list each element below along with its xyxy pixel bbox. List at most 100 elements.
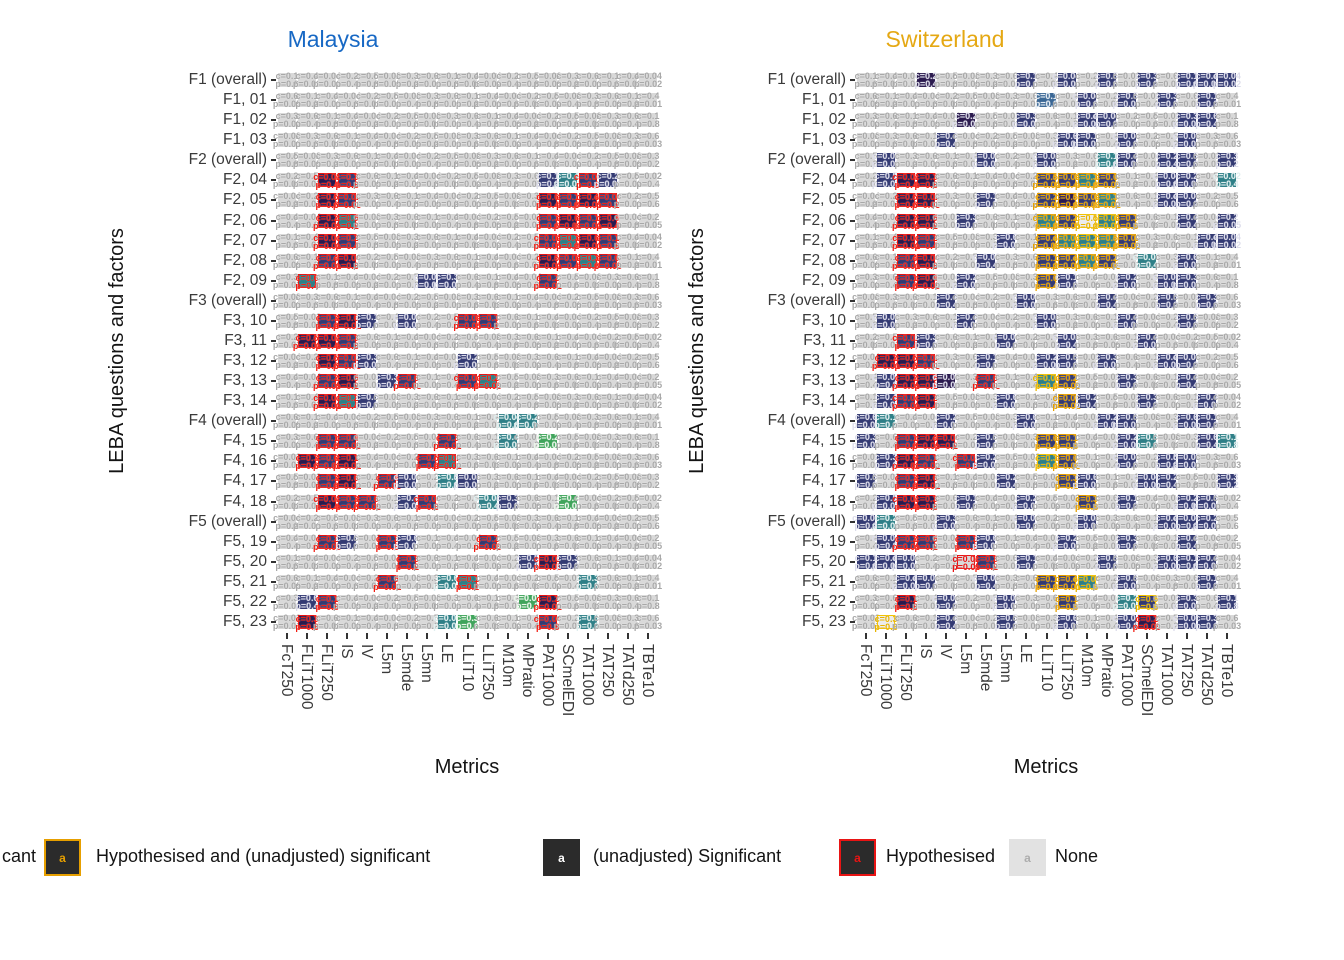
cell-c-value: c=0.4 (895, 92, 918, 100)
heatmap-cell-fill: c=0.1 p=0.02 (1078, 294, 1096, 308)
heatmap-cell-fill: c=0.4 p=0.01 (479, 575, 497, 589)
heatmap-cell: c=0.3 p=0.2 (558, 552, 578, 572)
heatmap-cell: c=0.4 p=0.05 (1157, 512, 1177, 532)
heatmap-cell-fill: c=0.04 p=0.2 (358, 434, 376, 448)
cell-p-value: p=0.8 (1075, 503, 1098, 511)
cell-c-value: c=0.6 (396, 534, 419, 542)
cell-c-value: c=0.2 (1196, 192, 1219, 200)
cell-c-value: c=0.2 (915, 554, 938, 562)
cell-c-value: c=0.4 (955, 152, 978, 160)
heatmap-cell-fill: c=0.3 p=0.8 (418, 93, 436, 107)
heatmap-cell-fill: c=0.02 p=0.4 (977, 575, 995, 589)
cell-c-value: c=0.3 (975, 393, 998, 401)
x-axis-label: PAT1000 (1117, 644, 1135, 706)
cell-p-value: p=0.6 (596, 242, 619, 250)
heatmap-cell-fill: c=0.04 p=0.2 (519, 113, 537, 127)
cell-c-value: c=0.1 (436, 233, 459, 241)
cell-c-value: c=0.5 (456, 333, 479, 341)
heatmap-cell: c=0.5 p=0.2 (417, 612, 437, 632)
heatmap-cell-fill: c=0.6 p=0.01 (499, 474, 517, 488)
cell-c-value: c=0.4 (915, 434, 938, 442)
heatmap-cell: c=0.5 p=0.2 (1077, 371, 1097, 391)
cell-c-value: c=0.1 (316, 273, 339, 281)
heatmap-cell: c=0.04 p=0.2 (437, 512, 457, 532)
heatmap-cell: c=0.5 p=0.6 (478, 351, 498, 371)
cell-c-value: c=0.4 (935, 453, 958, 461)
cell-c-value: c=0.3 (1216, 152, 1239, 160)
heatmap-cell: c=0.02 p=0.4 (397, 411, 417, 431)
cell-p-value: p=0.6 (496, 100, 519, 108)
cell-p-value: p=0.2 (596, 522, 619, 530)
cell-p-value: p=0.6 (1155, 341, 1178, 349)
cell-p-value: p=0.4 (275, 542, 298, 550)
cell-p-value: p=0.2 (1155, 301, 1178, 309)
heatmap-cell: c=0.2 p=0.01 (1036, 351, 1056, 371)
cell-c-value: c=0.1 (855, 233, 878, 241)
heatmap-cell-fill: c=0.04 p=0.6 (499, 414, 517, 428)
cell-c-value: c=0.6 (935, 494, 958, 502)
x-axis-tick (985, 633, 987, 639)
heatmap-cell-fill: c=0.1 p=0.2 (957, 173, 975, 187)
cell-p-value: p=0.2 (516, 281, 539, 289)
heatmap-cell: c=0.02 p=0.4 (558, 251, 578, 271)
cell-p-value: p=0.8 (995, 421, 1018, 429)
heatmap-cell: c=0.1 p=0.6 (1016, 70, 1036, 90)
heatmap-cell: c=0.02 p=0.03 (1157, 271, 1177, 291)
cell-p-value: p=0.2 (1015, 200, 1038, 208)
heatmap-cell-fill: c=0.04 p=0.2 (358, 113, 376, 127)
cell-c-value: c=0.3 (975, 233, 998, 241)
heatmap-cell-fill: c=0.6 p=0.03 (318, 133, 336, 147)
cell-c-value: c=0.6 (556, 534, 579, 542)
heatmap-cell: c=0.1 p=0.6 (357, 150, 377, 170)
heatmap-cell: c=0.1 p=0.2 (876, 572, 896, 592)
cell-p-value: p=0.6 (476, 200, 499, 208)
heatmap-cell-fill: c=0.4 p=0.05 (418, 515, 436, 529)
heatmap-cell-fill: c=0.1 p=0.2 (539, 173, 557, 187)
y-axis-label: F3, 12 (686, 351, 846, 371)
heatmap-cell-fill: c=0.1 p=0.6 (358, 153, 376, 167)
heatmap-cell-fill: c=0.1 p=0.2 (298, 93, 316, 107)
heatmap-cell-fill: c=0.2 p=0.03 (937, 575, 955, 589)
heatmap-cell-fill: c=0.3 p=0.2 (398, 73, 416, 87)
heatmap-cell-fill: c=0.02 p=0.4 (1058, 334, 1076, 348)
legend-key-unadj-significant: a (543, 839, 580, 876)
heatmap-cell: c=0.1 p=0.6 (936, 311, 956, 331)
heatmap-cell-fill: c=0.04 p=0.02 (1138, 314, 1156, 328)
heatmap-cell-fill: c=0.1 p=0.02 (997, 374, 1015, 388)
heatmap-cell-fill: c=0.6 p=0.03 (977, 214, 995, 228)
heatmap-cell-fill: c=0.04 p=0.6 (338, 575, 356, 589)
heatmap-cell: c=0.6 p=0.05 (1097, 331, 1117, 351)
heatmap-cell: c=0.2 p=0.03 (437, 492, 457, 512)
cell-c-value: c=0.1 (456, 253, 479, 261)
heatmap-cell: c=0.6 p=0.4 (876, 431, 896, 451)
heatmap-cell: c=0.2 p=0.05 (317, 532, 337, 552)
y-axis-tick (271, 480, 276, 482)
heatmap-cell: c=0.5 p=0.02 (538, 251, 558, 271)
heatmap-cell: c=0.02 p=0.01 (277, 291, 297, 311)
x-axis-label: FcT250 (277, 644, 295, 697)
cell-c-value: c=0.6 (855, 574, 878, 582)
cell-p-value: p=0.8 (1215, 281, 1238, 289)
cell-c-value: c=0.6 (1035, 434, 1058, 442)
heatmap-cell-fill: c=0.3 p=0.02 (937, 354, 955, 368)
heatmap-cell: c=0.02 p=0.05 (618, 150, 638, 170)
heatmap-cell-fill: c=0.3 p=0.8 (338, 334, 356, 348)
heatmap-cell-fill: c=0.1 p=0.8 (398, 515, 416, 529)
heatmap-cell: c=0.3 p=0.2 (1057, 311, 1077, 331)
heatmap-cell-fill: c=0.04 p=0.8 (378, 615, 396, 629)
cell-p-value: p=0.2 (536, 502, 559, 510)
cell-p-value: p=0.2 (416, 140, 439, 148)
cell-c-value: c=0.1 (356, 152, 379, 160)
cell-c-value: c=0.6 (296, 433, 319, 441)
heatmap-cell: c=0.2 p=0.03 (1097, 90, 1117, 110)
heatmap-cell-fill: c=0.04 p=0.2 (1098, 274, 1116, 288)
heatmap-cell: c=0.6 p=0.03 (478, 291, 498, 311)
cell-p-value: p=0.2 (275, 200, 298, 208)
cell-c-value: c=0.1 (915, 132, 938, 140)
cell-c-value: c=0.6 (1055, 614, 1078, 622)
heatmap-cell: c=0.02 p=0.4 (397, 572, 417, 592)
heatmap-cell-fill: c=0.5 p=0.6 (1138, 274, 1156, 288)
heatmap-cell: c=0.5 p=0.02 (956, 572, 976, 592)
heatmap-cell: c=0.4 p=0.05 (916, 271, 936, 291)
heatmap-cell: c=0.6 p=0.05 (1016, 572, 1036, 592)
